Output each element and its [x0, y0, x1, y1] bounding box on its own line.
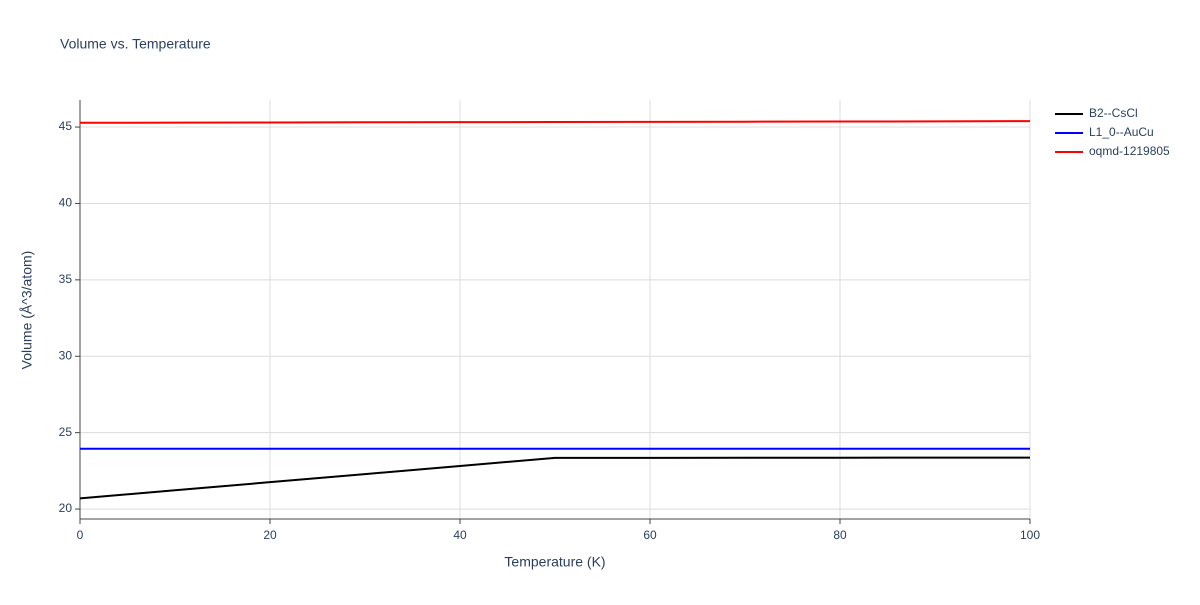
x-tick-label: 60 — [643, 528, 657, 542]
chart-title: Volume vs. Temperature — [60, 36, 211, 52]
y-tick-label: 25 — [59, 425, 73, 439]
y-tick-label: 30 — [59, 348, 73, 362]
x-tick-label: 80 — [833, 528, 847, 542]
legend-label: oqmd-1219805 — [1089, 144, 1170, 158]
x-axis-title: Temperature (K) — [504, 554, 605, 570]
x-tick-label: 0 — [77, 528, 84, 542]
legend-label: L1_0--AuCu — [1089, 125, 1154, 139]
x-tick-label: 40 — [453, 528, 467, 542]
x-tick-label: 100 — [1020, 528, 1040, 542]
legend-label: B2--CsCl — [1089, 106, 1138, 120]
y-tick-label: 35 — [59, 272, 73, 286]
y-tick-label: 20 — [59, 501, 73, 515]
y-tick-label: 40 — [59, 196, 73, 210]
x-tick-label: 20 — [263, 528, 277, 542]
series-line — [79, 120, 1031, 124]
y-axis-title: Volume (Å^3/atom) — [19, 251, 35, 370]
y-tick-label: 45 — [59, 119, 73, 133]
series-line — [79, 456, 1030, 500]
